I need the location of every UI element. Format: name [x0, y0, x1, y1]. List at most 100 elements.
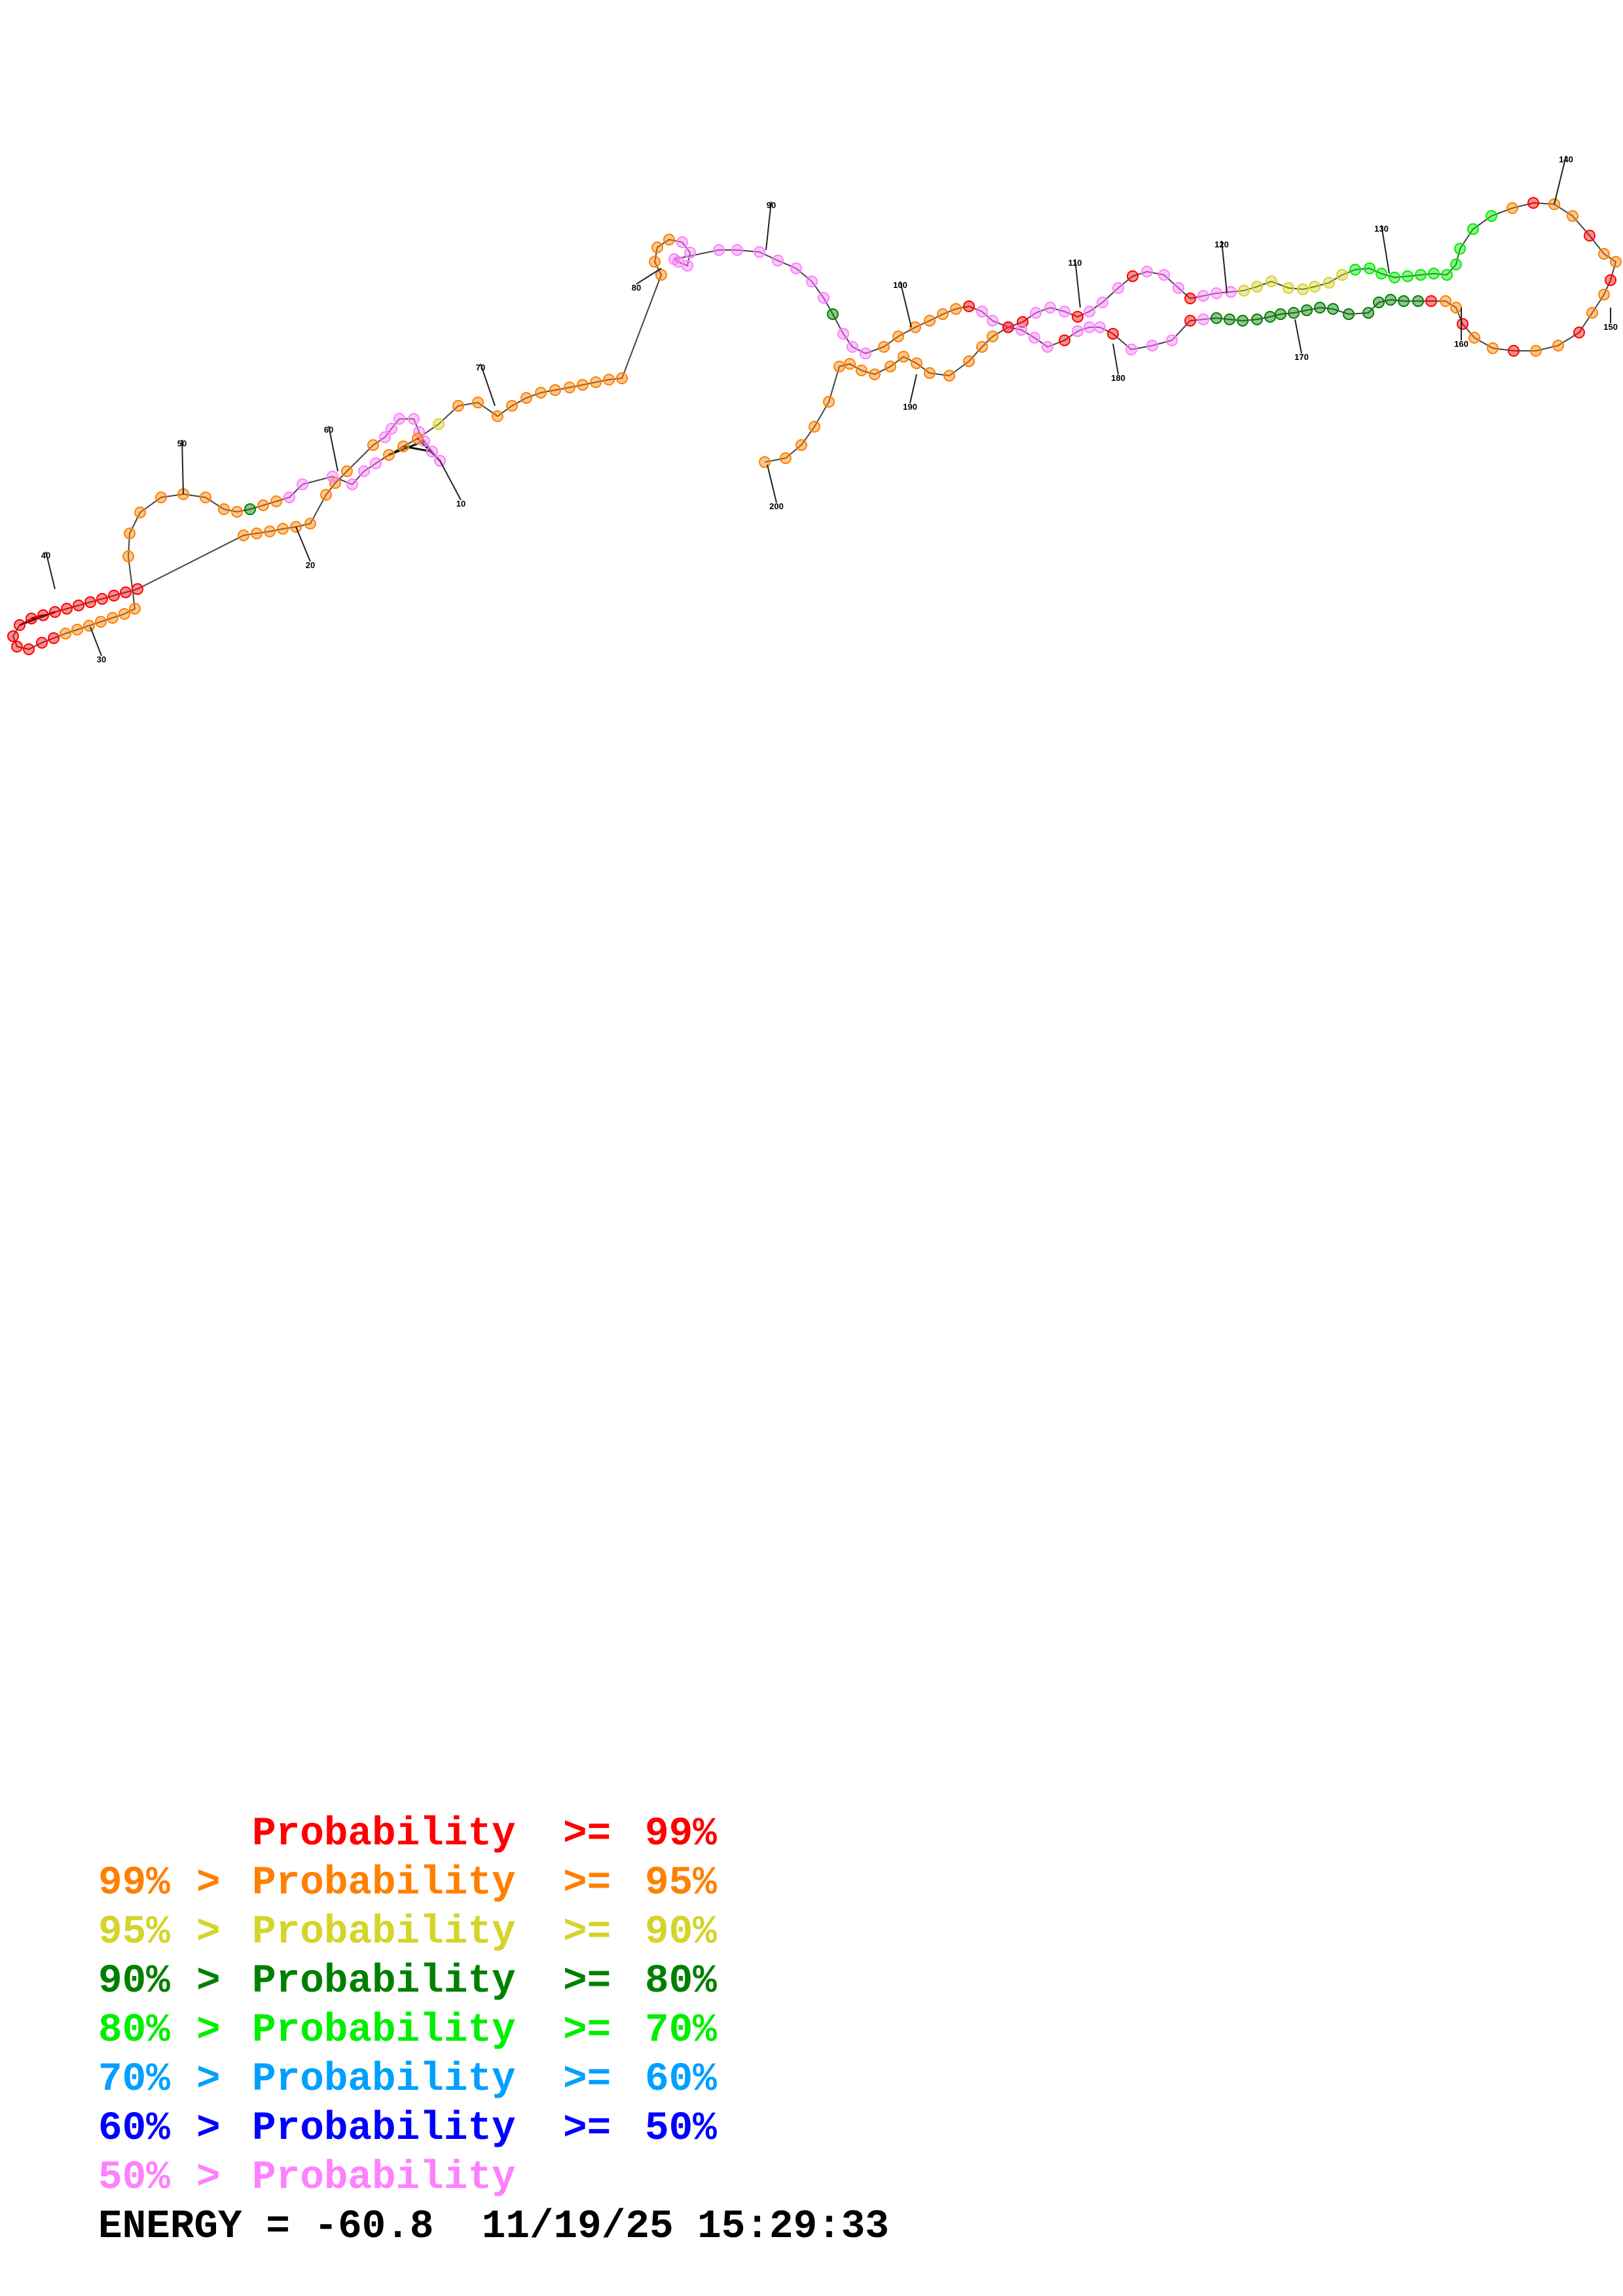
nucleotide — [1288, 307, 1300, 319]
nucleotide — [987, 315, 998, 327]
nucleotide — [878, 341, 890, 353]
nucleotide — [83, 620, 95, 632]
legend-low-bound: 90% — [98, 1959, 170, 2004]
nucleotide — [663, 234, 675, 245]
legend-operator: > — [196, 1959, 221, 2004]
position-label: 20 — [306, 560, 315, 570]
nucleotide — [1166, 334, 1178, 346]
nucleotide — [418, 435, 430, 447]
position-label: 140 — [1559, 154, 1573, 164]
nucleotide — [1343, 308, 1355, 320]
position-tick — [1294, 319, 1302, 354]
nucleotide — [809, 421, 820, 433]
nucleotide — [1097, 296, 1108, 308]
position-label: 190 — [903, 402, 917, 412]
nucleotide — [1264, 311, 1276, 323]
nucleotide — [218, 503, 230, 515]
nucleotide — [713, 244, 725, 256]
nucleotide — [827, 308, 839, 320]
nucleotide — [1309, 281, 1321, 293]
position-tick — [480, 363, 496, 406]
nucleotide — [1184, 293, 1196, 304]
legend-high-bound: 50% — [645, 2106, 717, 2151]
nucleotide — [346, 478, 358, 490]
nucleotide — [36, 637, 48, 649]
position-label: 90 — [767, 200, 776, 210]
legend-low-bound: 80% — [98, 2008, 170, 2053]
position-tick — [1381, 224, 1390, 274]
rna-structure-diagram: 10 20 30 40 50 60 70 80 90 100 110 120 130 140 150 160 1… — [7, 154, 1622, 664]
position-label: 60 — [324, 425, 333, 435]
nucleotide — [759, 456, 771, 468]
nucleotide — [71, 624, 83, 636]
position-label: 180 — [1111, 373, 1125, 383]
nucleotide — [408, 413, 420, 425]
nucleotide — [379, 431, 391, 443]
nucleotide — [370, 457, 382, 469]
backbone-strand — [12, 202, 1617, 651]
nucleotide — [1197, 314, 1209, 325]
nucleotide — [1487, 342, 1499, 354]
base-pair-bond — [31, 614, 44, 620]
nucleotide — [1530, 345, 1542, 357]
nucleotide — [129, 603, 141, 615]
nucleotide — [898, 351, 909, 363]
position-label: 100 — [893, 280, 907, 290]
nucleotide — [1450, 259, 1462, 270]
legend-low-bound: 95% — [98, 1910, 170, 1955]
nucleotide — [1072, 325, 1084, 337]
nucleotide — [7, 630, 19, 642]
nucleotide — [1084, 306, 1095, 317]
legend-operator: > — [196, 2106, 221, 2151]
nucleotide — [132, 583, 143, 595]
nucleotide — [1373, 296, 1385, 308]
nucleotide — [869, 368, 881, 380]
nucleotide — [386, 423, 397, 435]
position-tick — [90, 626, 102, 656]
nucleotide — [1506, 202, 1518, 214]
position-tick — [181, 439, 184, 495]
position-tick — [636, 268, 662, 285]
legend-high-bound: 60% — [645, 2057, 717, 2102]
nucleotide — [264, 526, 276, 537]
nucleotide — [668, 253, 680, 265]
nucleotide — [84, 596, 96, 608]
nucleotide — [1002, 321, 1014, 333]
nucleotide — [393, 413, 405, 425]
nucleotide — [200, 492, 211, 503]
nucleotide — [1573, 327, 1585, 338]
nucleotide — [1454, 243, 1466, 255]
nucleotide — [472, 397, 484, 408]
legend-label: Probability — [252, 2106, 516, 2151]
nucleotide — [96, 593, 108, 605]
nucleotide — [1225, 286, 1237, 298]
nucleotide — [1251, 281, 1263, 293]
nucleotide — [1467, 223, 1479, 235]
nucleotide — [108, 590, 120, 601]
nucleotide — [367, 439, 379, 451]
nucleotide — [1146, 340, 1158, 351]
nucleotide — [1125, 344, 1137, 355]
nucleotide — [892, 331, 904, 342]
position-label: 120 — [1214, 240, 1229, 249]
nucleotide — [155, 492, 167, 503]
nucleotide — [23, 643, 35, 655]
nucleotide — [37, 609, 49, 621]
nucleotide — [1275, 308, 1286, 320]
nucleotide — [14, 619, 26, 631]
legend-label: Probability — [252, 2008, 516, 2053]
legend-high-bound: 95% — [645, 1861, 717, 1906]
nucleotide — [844, 358, 856, 370]
nucleotide — [856, 365, 867, 376]
nucleotide — [452, 400, 464, 412]
nucleotide — [1412, 295, 1424, 307]
legend-high-bound: 90% — [645, 1910, 717, 1955]
nucleotide — [320, 489, 332, 501]
nucleotide — [1173, 282, 1184, 294]
nucleotide — [1428, 268, 1440, 279]
nucleotide — [535, 387, 547, 399]
nucleotide — [1457, 318, 1468, 330]
position-tick — [45, 551, 56, 590]
position-tick — [1221, 240, 1228, 294]
nucleotide — [297, 478, 308, 490]
